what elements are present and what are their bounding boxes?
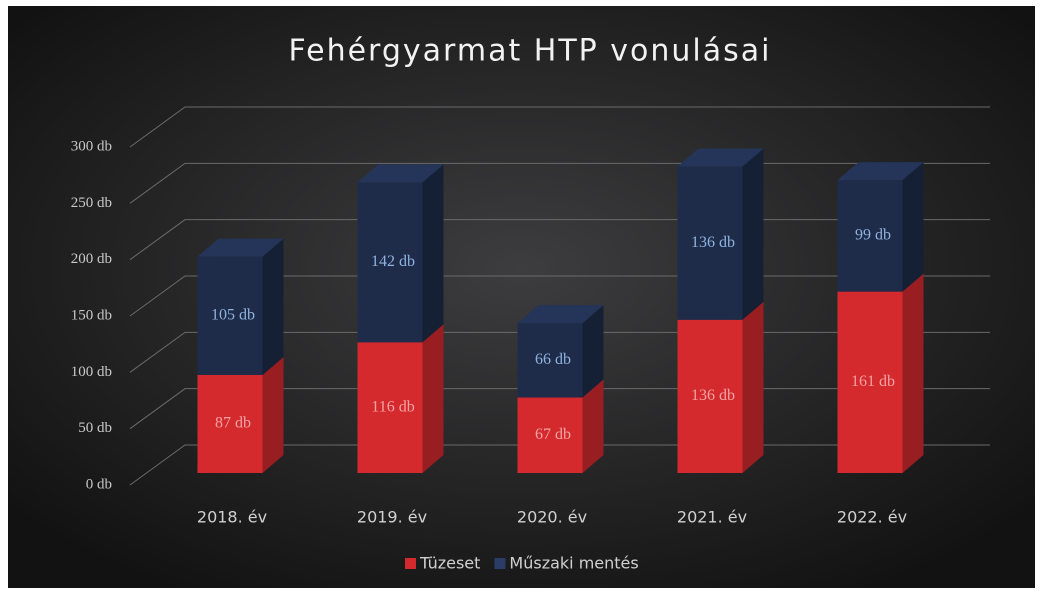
bar-top — [837, 162, 924, 181]
y-tick-label: 200 db — [71, 251, 112, 267]
x-tick-label: 2021. év — [677, 508, 747, 527]
legend-swatch — [494, 558, 506, 569]
data-label: 99 db — [855, 227, 891, 244]
bar-side — [582, 305, 604, 398]
y-tick-label: 0 db — [86, 476, 112, 492]
bar — [517, 323, 583, 398]
bar — [357, 182, 423, 343]
bar — [677, 319, 743, 473]
bar-side — [262, 238, 284, 375]
legend-label: Tüzeset — [419, 554, 480, 573]
y-tick-label: 250 db — [71, 195, 112, 211]
bar — [197, 256, 263, 375]
data-label: 66 db — [535, 351, 571, 368]
data-label: 136 db — [691, 234, 735, 251]
data-label: 161 db — [851, 373, 895, 390]
data-label: 116 db — [371, 398, 414, 415]
bar-side — [742, 148, 764, 320]
bar-side — [262, 356, 284, 473]
data-label: 87 db — [215, 415, 251, 432]
data-label: 142 db — [371, 253, 415, 270]
bar-top — [517, 305, 604, 324]
bar — [837, 180, 903, 292]
x-tick-label: 2018. év — [197, 508, 267, 527]
data-label: 136 db — [691, 387, 735, 404]
bar — [677, 166, 743, 320]
bar — [357, 342, 423, 473]
bar-top — [197, 238, 284, 257]
bar-side — [582, 379, 604, 473]
chart-title: Fehérgyarmat HTP vonulásai — [289, 34, 772, 69]
y-tick-label: 50 db — [78, 420, 112, 436]
bar-side — [422, 164, 444, 343]
legend-swatch — [405, 558, 416, 569]
bar-top — [357, 164, 444, 183]
x-tick-label: 2022. év — [837, 508, 907, 527]
data-label: 67 db — [535, 426, 571, 443]
x-tick-label: 2020. év — [517, 508, 587, 527]
y-tick-label: 100 db — [71, 364, 112, 380]
bar-top — [677, 148, 764, 167]
y-tick-label: 300 db — [71, 138, 112, 154]
bar — [837, 291, 903, 473]
bar — [197, 374, 263, 473]
legend-label: Műszaki mentés — [509, 554, 638, 573]
bar — [517, 397, 583, 473]
bar-side — [902, 162, 924, 292]
x-tick-label: 2019. év — [357, 508, 427, 527]
bar-side — [422, 324, 444, 473]
bar-side — [902, 273, 924, 473]
bar-side — [742, 301, 764, 473]
grid-line — [129, 106, 990, 148]
data-label: 105 db — [211, 307, 255, 324]
y-tick-label: 150 db — [71, 307, 112, 323]
